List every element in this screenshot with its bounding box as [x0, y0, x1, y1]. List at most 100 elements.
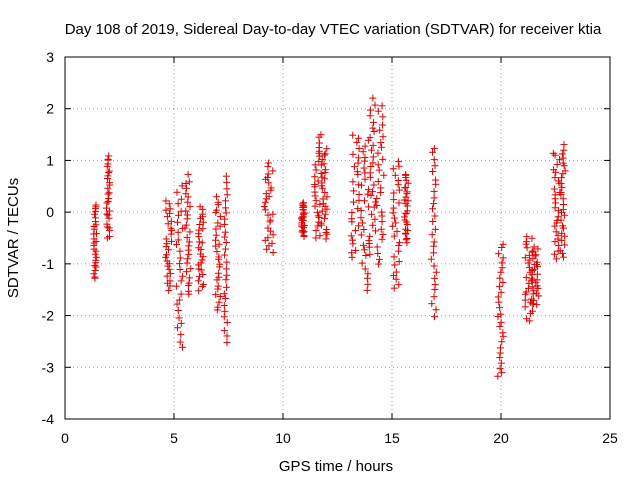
- data-point: [552, 255, 560, 263]
- data-point: [105, 224, 113, 232]
- data-point: [533, 301, 541, 309]
- data-point: [222, 265, 230, 273]
- data-point: [173, 188, 181, 196]
- data-point: [375, 255, 383, 263]
- data-point: [366, 250, 374, 258]
- data-point: [380, 171, 388, 179]
- data-point: [369, 153, 377, 161]
- data-point: [379, 121, 387, 129]
- data-point: [195, 244, 203, 252]
- data-point: [523, 244, 531, 252]
- data-point: [318, 155, 326, 163]
- data-point: [363, 274, 371, 282]
- data-point: [533, 270, 541, 278]
- data-point: [366, 232, 374, 240]
- data-point: [167, 217, 175, 225]
- data-point: [432, 176, 440, 184]
- data-point: [264, 211, 272, 219]
- data-point: [212, 231, 220, 239]
- data-point: [402, 193, 410, 201]
- data-point: [106, 179, 114, 187]
- data-point: [559, 253, 567, 261]
- data-point: [431, 162, 439, 170]
- data-point: [350, 187, 358, 195]
- data-point: [264, 159, 272, 167]
- data-point: [369, 221, 377, 229]
- data-point: [357, 214, 365, 222]
- data-point: [496, 364, 504, 372]
- data-point: [103, 199, 111, 207]
- data-point: [183, 211, 191, 219]
- data-point: [499, 240, 507, 248]
- data-point: [390, 189, 398, 197]
- data-point: [213, 206, 221, 214]
- data-point: [349, 150, 357, 158]
- grid: [65, 57, 610, 419]
- data-point: [358, 181, 366, 189]
- data-point: [368, 210, 376, 218]
- data-point: [392, 275, 400, 283]
- data-point: [393, 227, 401, 235]
- data-point: [181, 224, 189, 232]
- data-point: [163, 240, 171, 248]
- data-point: [364, 270, 372, 278]
- data-point: [349, 236, 357, 244]
- x-tick-label: 5: [170, 430, 178, 446]
- data-point: [371, 101, 379, 109]
- data-point: [321, 214, 329, 222]
- data-point: [499, 279, 507, 287]
- data-point: [361, 175, 369, 183]
- y-tick-label: 0: [46, 204, 54, 220]
- data-point: [174, 307, 182, 315]
- data-point: [222, 172, 230, 180]
- data-point: [348, 215, 356, 223]
- data-point: [106, 232, 114, 240]
- data-point: [177, 290, 185, 298]
- chart-title: Day 108 of 2019, Sidereal Day-to-day VTE…: [65, 21, 602, 38]
- data-point: [177, 277, 185, 285]
- data-point: [265, 179, 273, 187]
- data-point: [216, 292, 224, 300]
- data-point: [317, 219, 325, 227]
- data-point: [266, 216, 274, 224]
- data-point: [556, 156, 564, 164]
- data-point: [165, 287, 173, 295]
- data-point: [322, 235, 330, 243]
- data-point: [558, 236, 566, 244]
- data-point: [269, 210, 277, 218]
- data-point: [312, 227, 320, 235]
- data-point: [560, 140, 568, 148]
- data-point: [269, 231, 277, 239]
- data-point: [533, 282, 541, 290]
- data-point: [105, 167, 113, 175]
- data-point: [359, 219, 367, 227]
- data-point: [367, 191, 375, 199]
- data-point: [223, 339, 231, 347]
- data-point: [374, 107, 382, 115]
- data-point: [403, 234, 411, 242]
- data-point: [173, 300, 181, 308]
- data-point: [557, 216, 565, 224]
- data-point: [349, 198, 357, 206]
- data-point: [223, 271, 231, 279]
- data-point: [395, 281, 403, 289]
- data-point: [395, 199, 403, 207]
- data-point: [214, 219, 222, 227]
- data-point: [221, 215, 229, 223]
- data-point: [558, 174, 566, 182]
- data-point: [163, 251, 171, 259]
- data-point: [92, 201, 100, 209]
- data-point: [221, 197, 229, 205]
- data-point: [379, 155, 387, 163]
- data-point: [531, 252, 539, 260]
- data-point: [389, 222, 397, 230]
- data-point: [221, 228, 229, 236]
- data-point: [377, 184, 385, 192]
- data-point: [172, 241, 180, 249]
- data-point: [223, 179, 231, 187]
- data-point: [315, 139, 323, 147]
- data-point: [430, 194, 438, 202]
- data-point: [223, 191, 231, 199]
- data-point: [311, 173, 319, 181]
